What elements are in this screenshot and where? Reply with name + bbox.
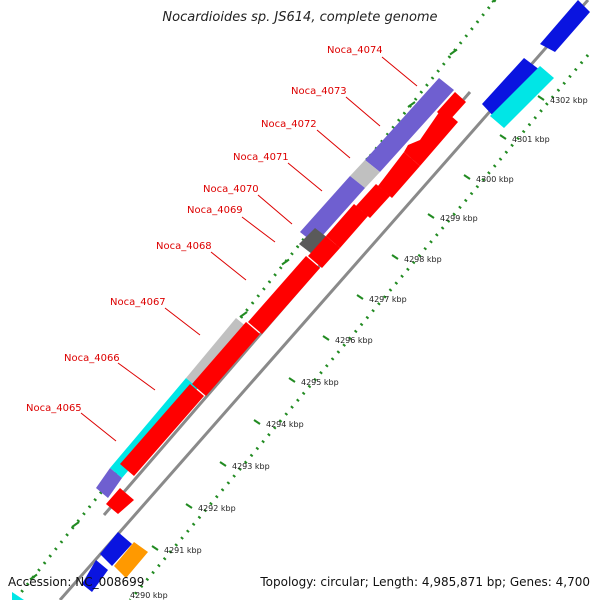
reverse-track: [106, 92, 466, 514]
outer-tick: [449, 48, 458, 56]
gene-label[interactable]: Noca_4070: [203, 184, 259, 195]
kbp-label: 4298 kbp: [404, 255, 442, 264]
red-gene-3[interactable]: [378, 152, 420, 198]
kbp-scale: 4291 kbp 4292 kbp 4293 kbp 4294 kbp 4295 kbp…: [130, 95, 588, 600]
outer-tick: [239, 311, 248, 318]
kbp-label: 4302 kbp: [550, 96, 588, 105]
cyan-gene-corner[interactable]: [12, 592, 24, 600]
gene-label[interactable]: Noca_4067: [110, 297, 166, 308]
kbp-tick: [537, 95, 545, 101]
gene-label[interactable]: Noca_4065: [26, 403, 82, 414]
other-track: [12, 0, 590, 600]
red-gene-6[interactable]: [308, 236, 340, 268]
gene-label[interactable]: Noca_4074: [327, 45, 383, 56]
kbp-label: 4300 kbp: [476, 175, 514, 184]
outer-dotted-guide: [13, 0, 497, 600]
gene-leader-line: [241, 216, 276, 243]
gene-leader-line: [257, 194, 293, 225]
kbp-label: 4299 kbp: [440, 214, 478, 223]
gene-leader-line: [164, 307, 201, 336]
gene-leader-line: [381, 56, 418, 87]
outer-tick: [29, 573, 38, 581]
gene-leader-line: [316, 129, 351, 159]
blue-gene-bottom[interactable]: [100, 532, 132, 566]
outer-tick: [71, 521, 80, 528]
topology-label: Topology: circular; Length: 4,985,871 bp…: [260, 575, 590, 589]
kbp-label: 4293 kbp: [232, 462, 270, 471]
accession-label: Accession: NC_008699: [8, 575, 145, 589]
blue-gene-mid[interactable]: [482, 58, 540, 118]
red-gene-2[interactable]: [404, 108, 458, 166]
kbp-tick: [391, 254, 399, 260]
gene-label[interactable]: Noca_4071: [233, 152, 289, 163]
gene-label[interactable]: Noca_4068: [156, 241, 212, 252]
gene-label[interactable]: Noca_4069: [187, 205, 243, 216]
gene-leader-line: [80, 412, 117, 442]
kbp-label: 4292 kbp: [198, 504, 236, 513]
kbp-label: 4301 kbp: [512, 135, 550, 144]
gene-leader-line: [287, 162, 323, 192]
kbp-label: 4295 kbp: [301, 378, 339, 387]
kbp-label: 4296 kbp: [335, 336, 373, 345]
gene-block-purple-top[interactable]: [365, 78, 454, 172]
map-title: Nocardioides sp. JS614, complete genome: [162, 10, 438, 25]
kbp-label-partial: 4290 kbp: [130, 591, 168, 600]
outer-tick: [491, 0, 497, 3]
kbp-label: 4297 kbp: [369, 295, 407, 304]
kbp-tick: [185, 503, 193, 509]
cyan-gene-right[interactable]: [490, 66, 554, 128]
red-gene-9[interactable]: [120, 384, 204, 476]
kbp-label: 4294 kbp: [266, 420, 304, 429]
blue-gene-lower-left[interactable]: [82, 560, 108, 592]
outer-tick: [281, 258, 290, 266]
kbp-tick: [151, 545, 159, 551]
gene-leader-line: [117, 362, 156, 391]
gene-block-grey-small[interactable]: [350, 160, 380, 188]
red-gene-10[interactable]: [106, 488, 134, 514]
kbp-tick: [253, 419, 261, 425]
gene-label[interactable]: Noca_4072: [261, 119, 317, 130]
gene-label[interactable]: Noca_4073: [291, 86, 347, 97]
gene-block-grey-long[interactable]: [186, 318, 248, 388]
kbp-tick: [288, 377, 296, 383]
red-gene-8[interactable]: [192, 322, 260, 396]
gene-leader-line: [210, 251, 247, 281]
gene-block-purple-mid[interactable]: [300, 176, 365, 244]
blue-gene-top[interactable]: [540, 0, 590, 52]
kbp-tick: [322, 335, 330, 341]
kbp-tick: [219, 461, 227, 467]
red-gene-5[interactable]: [326, 204, 368, 248]
gene-label[interactable]: Noca_4066: [64, 353, 120, 364]
gene-labels: Noca_4074 Noca_4073 Noca_4072 Noca_4071 Noca…: [26, 45, 418, 442]
red-gene-4[interactable]: [356, 184, 390, 218]
gene-leader-line: [345, 96, 381, 127]
outer-tick: [407, 101, 416, 108]
gene-block-darkgrey[interactable]: [299, 228, 328, 254]
kbp-tick: [356, 294, 364, 300]
gene-block-purple-bottom[interactable]: [96, 468, 122, 498]
inner-dotted-guide: [128, 54, 590, 600]
kbp-tick: [499, 134, 507, 140]
red-gene-7[interactable]: [248, 256, 320, 334]
kbp-tick: [463, 174, 471, 180]
kbp-label: 4291 kbp: [164, 546, 202, 555]
orange-gene-bottom[interactable]: [114, 542, 148, 578]
kbp-tick: [427, 213, 435, 219]
